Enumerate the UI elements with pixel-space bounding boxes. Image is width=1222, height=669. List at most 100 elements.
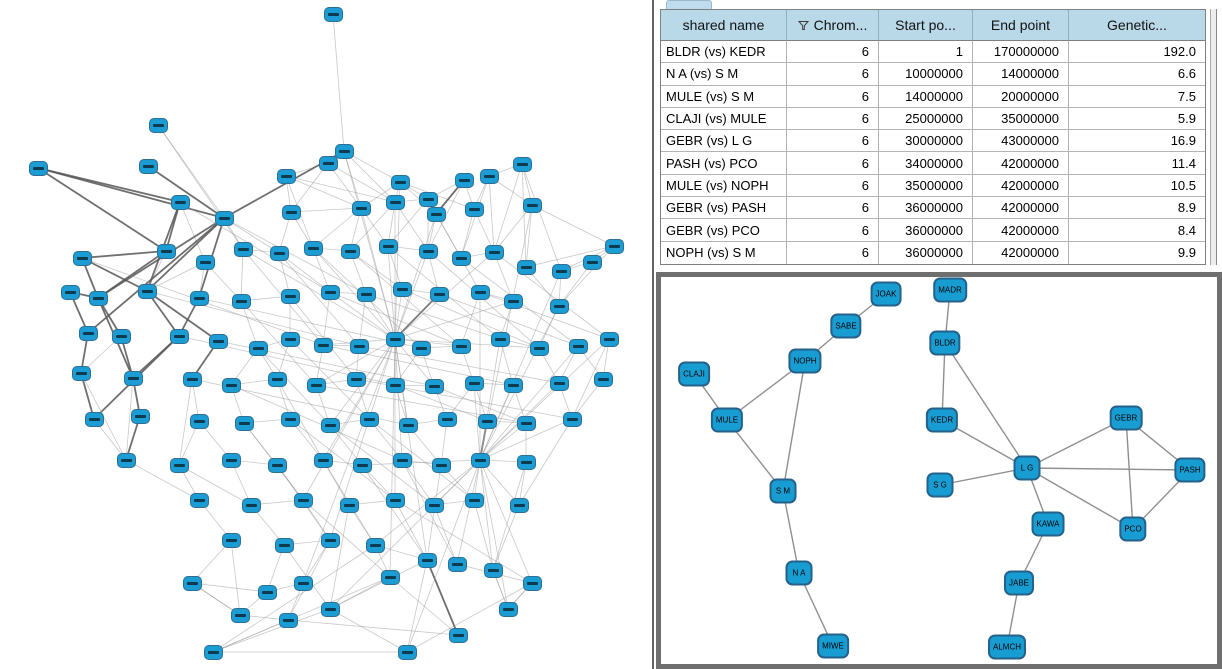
network-node[interactable] <box>340 498 359 513</box>
subnetwork-canvas[interactable]: JOAK MADR SABE NOPH BLDR CLAJI MULE KEDR GEBR L G… <box>661 277 1217 664</box>
column-header-shared-name[interactable]: shared name <box>661 10 787 41</box>
table-cell[interactable]: 6 <box>787 63 879 86</box>
network-edge[interactable] <box>278 252 360 347</box>
network-edge[interactable] <box>125 377 134 461</box>
table-cell[interactable]: 10.5 <box>1069 175 1205 198</box>
network-node[interactable] <box>550 376 569 391</box>
network-edge[interactable] <box>358 345 560 384</box>
network-node[interactable] <box>419 244 438 259</box>
network-edge[interactable] <box>212 619 289 653</box>
table-cell[interactable]: 7.5 <box>1069 86 1205 108</box>
network-edge[interactable] <box>479 345 579 461</box>
subnetwork-edge[interactable] <box>1125 417 1134 530</box>
network-node[interactable] <box>485 245 504 260</box>
subnetwork-node-noph[interactable]: NOPH <box>788 348 822 374</box>
table-cell[interactable]: PASH (vs) PCO <box>661 152 787 175</box>
table-row[interactable]: NOPH (vs) S M 6 36000000 42000000 9.9 <box>661 241 1205 264</box>
network-edge[interactable] <box>302 499 391 578</box>
network-node[interactable] <box>510 498 529 513</box>
network-edge[interactable] <box>427 179 465 252</box>
network-node[interactable] <box>29 161 48 176</box>
table-cell[interactable]: 5.9 <box>1069 108 1205 131</box>
network-node[interactable] <box>190 291 209 306</box>
table-cell[interactable]: 170000000 <box>973 41 1069 64</box>
network-edge[interactable] <box>289 295 357 380</box>
network-node[interactable] <box>425 379 444 394</box>
network-node[interactable] <box>491 332 510 347</box>
network-node[interactable] <box>352 201 371 216</box>
network-node[interactable] <box>513 157 532 172</box>
network-node[interactable] <box>523 576 542 591</box>
network-edge[interactable] <box>87 217 225 334</box>
subnetwork-node-kedr[interactable]: KEDR <box>925 407 959 433</box>
main-network-canvas[interactable] <box>0 0 654 669</box>
network-node[interactable] <box>398 645 417 660</box>
network-edge[interactable] <box>525 245 615 268</box>
network-edge[interactable] <box>157 124 244 250</box>
network-edge[interactable] <box>97 250 167 299</box>
table-cell[interactable]: MULE (vs) S M <box>661 85 787 108</box>
network-node[interactable] <box>131 409 150 424</box>
network-edge[interactable] <box>212 608 331 653</box>
subnetwork-node-miwe[interactable]: MIWE <box>817 633 849 659</box>
network-edge[interactable] <box>37 167 167 252</box>
network-node[interactable] <box>347 372 366 387</box>
network-node[interactable] <box>249 341 268 356</box>
network-node[interactable] <box>386 195 405 210</box>
table-cell[interactable]: 36000000 <box>879 219 973 242</box>
network-node[interactable] <box>432 458 451 473</box>
network-edge[interactable] <box>365 293 501 340</box>
subnetwork-node-almch[interactable]: ALMCH <box>987 634 1027 660</box>
network-node[interactable] <box>321 418 340 433</box>
table-cell[interactable]: 42000000 <box>973 197 1069 220</box>
column-header-start-po-[interactable]: Start po... <box>879 10 973 41</box>
network-edge[interactable] <box>37 167 225 219</box>
table-cell[interactable]: 6 <box>787 219 879 242</box>
network-node[interactable] <box>73 251 92 266</box>
network-edge[interactable] <box>146 217 225 292</box>
network-node[interactable] <box>281 332 300 347</box>
table-cell[interactable]: 6 <box>787 241 879 264</box>
network-node[interactable] <box>61 285 80 300</box>
network-edge[interactable] <box>242 248 396 340</box>
network-edge[interactable] <box>368 418 475 501</box>
table-cell[interactable]: 192.0 <box>1069 41 1205 64</box>
network-edge[interactable] <box>329 576 391 610</box>
network-node[interactable] <box>569 339 588 354</box>
network-node[interactable] <box>112 329 131 344</box>
network-node[interactable] <box>438 412 457 427</box>
network-node[interactable] <box>412 341 431 356</box>
network-node[interactable] <box>319 156 338 171</box>
network-node[interactable] <box>379 239 398 254</box>
network-edge[interactable] <box>289 418 396 501</box>
network-node[interactable] <box>190 414 209 429</box>
table-cell[interactable]: 6 <box>787 41 879 64</box>
table-cell[interactable]: BLDR (vs) KEDR <box>661 41 787 64</box>
network-node[interactable] <box>294 576 313 591</box>
network-edge[interactable] <box>479 459 533 584</box>
network-edge[interactable] <box>492 504 520 571</box>
table-cell[interactable]: MULE (vs) NOPH <box>661 174 787 198</box>
column-header-genetic-[interactable]: Genetic... <box>1069 10 1205 41</box>
network-edge[interactable] <box>493 163 523 253</box>
network-edge[interactable] <box>394 499 428 561</box>
network-edge[interactable] <box>394 300 514 340</box>
network-edge[interactable] <box>287 619 459 636</box>
network-node[interactable] <box>594 372 613 387</box>
network-edge[interactable] <box>360 207 396 340</box>
network-edge[interactable] <box>521 163 527 268</box>
network-node[interactable] <box>268 458 287 473</box>
network-edge[interactable] <box>179 201 206 263</box>
network-node[interactable] <box>183 372 202 387</box>
network-edge[interactable] <box>492 461 527 571</box>
network-edge[interactable] <box>147 165 225 219</box>
network-node[interactable] <box>478 414 497 429</box>
network-edge[interactable] <box>394 288 403 340</box>
network-edge[interactable] <box>146 290 219 342</box>
network-node[interactable] <box>427 207 446 222</box>
network-edge[interactable] <box>349 201 396 252</box>
panel-divider[interactable] <box>652 0 654 669</box>
network-node[interactable] <box>321 285 340 300</box>
network-edge[interactable] <box>240 300 317 386</box>
network-edge[interactable] <box>146 261 206 292</box>
